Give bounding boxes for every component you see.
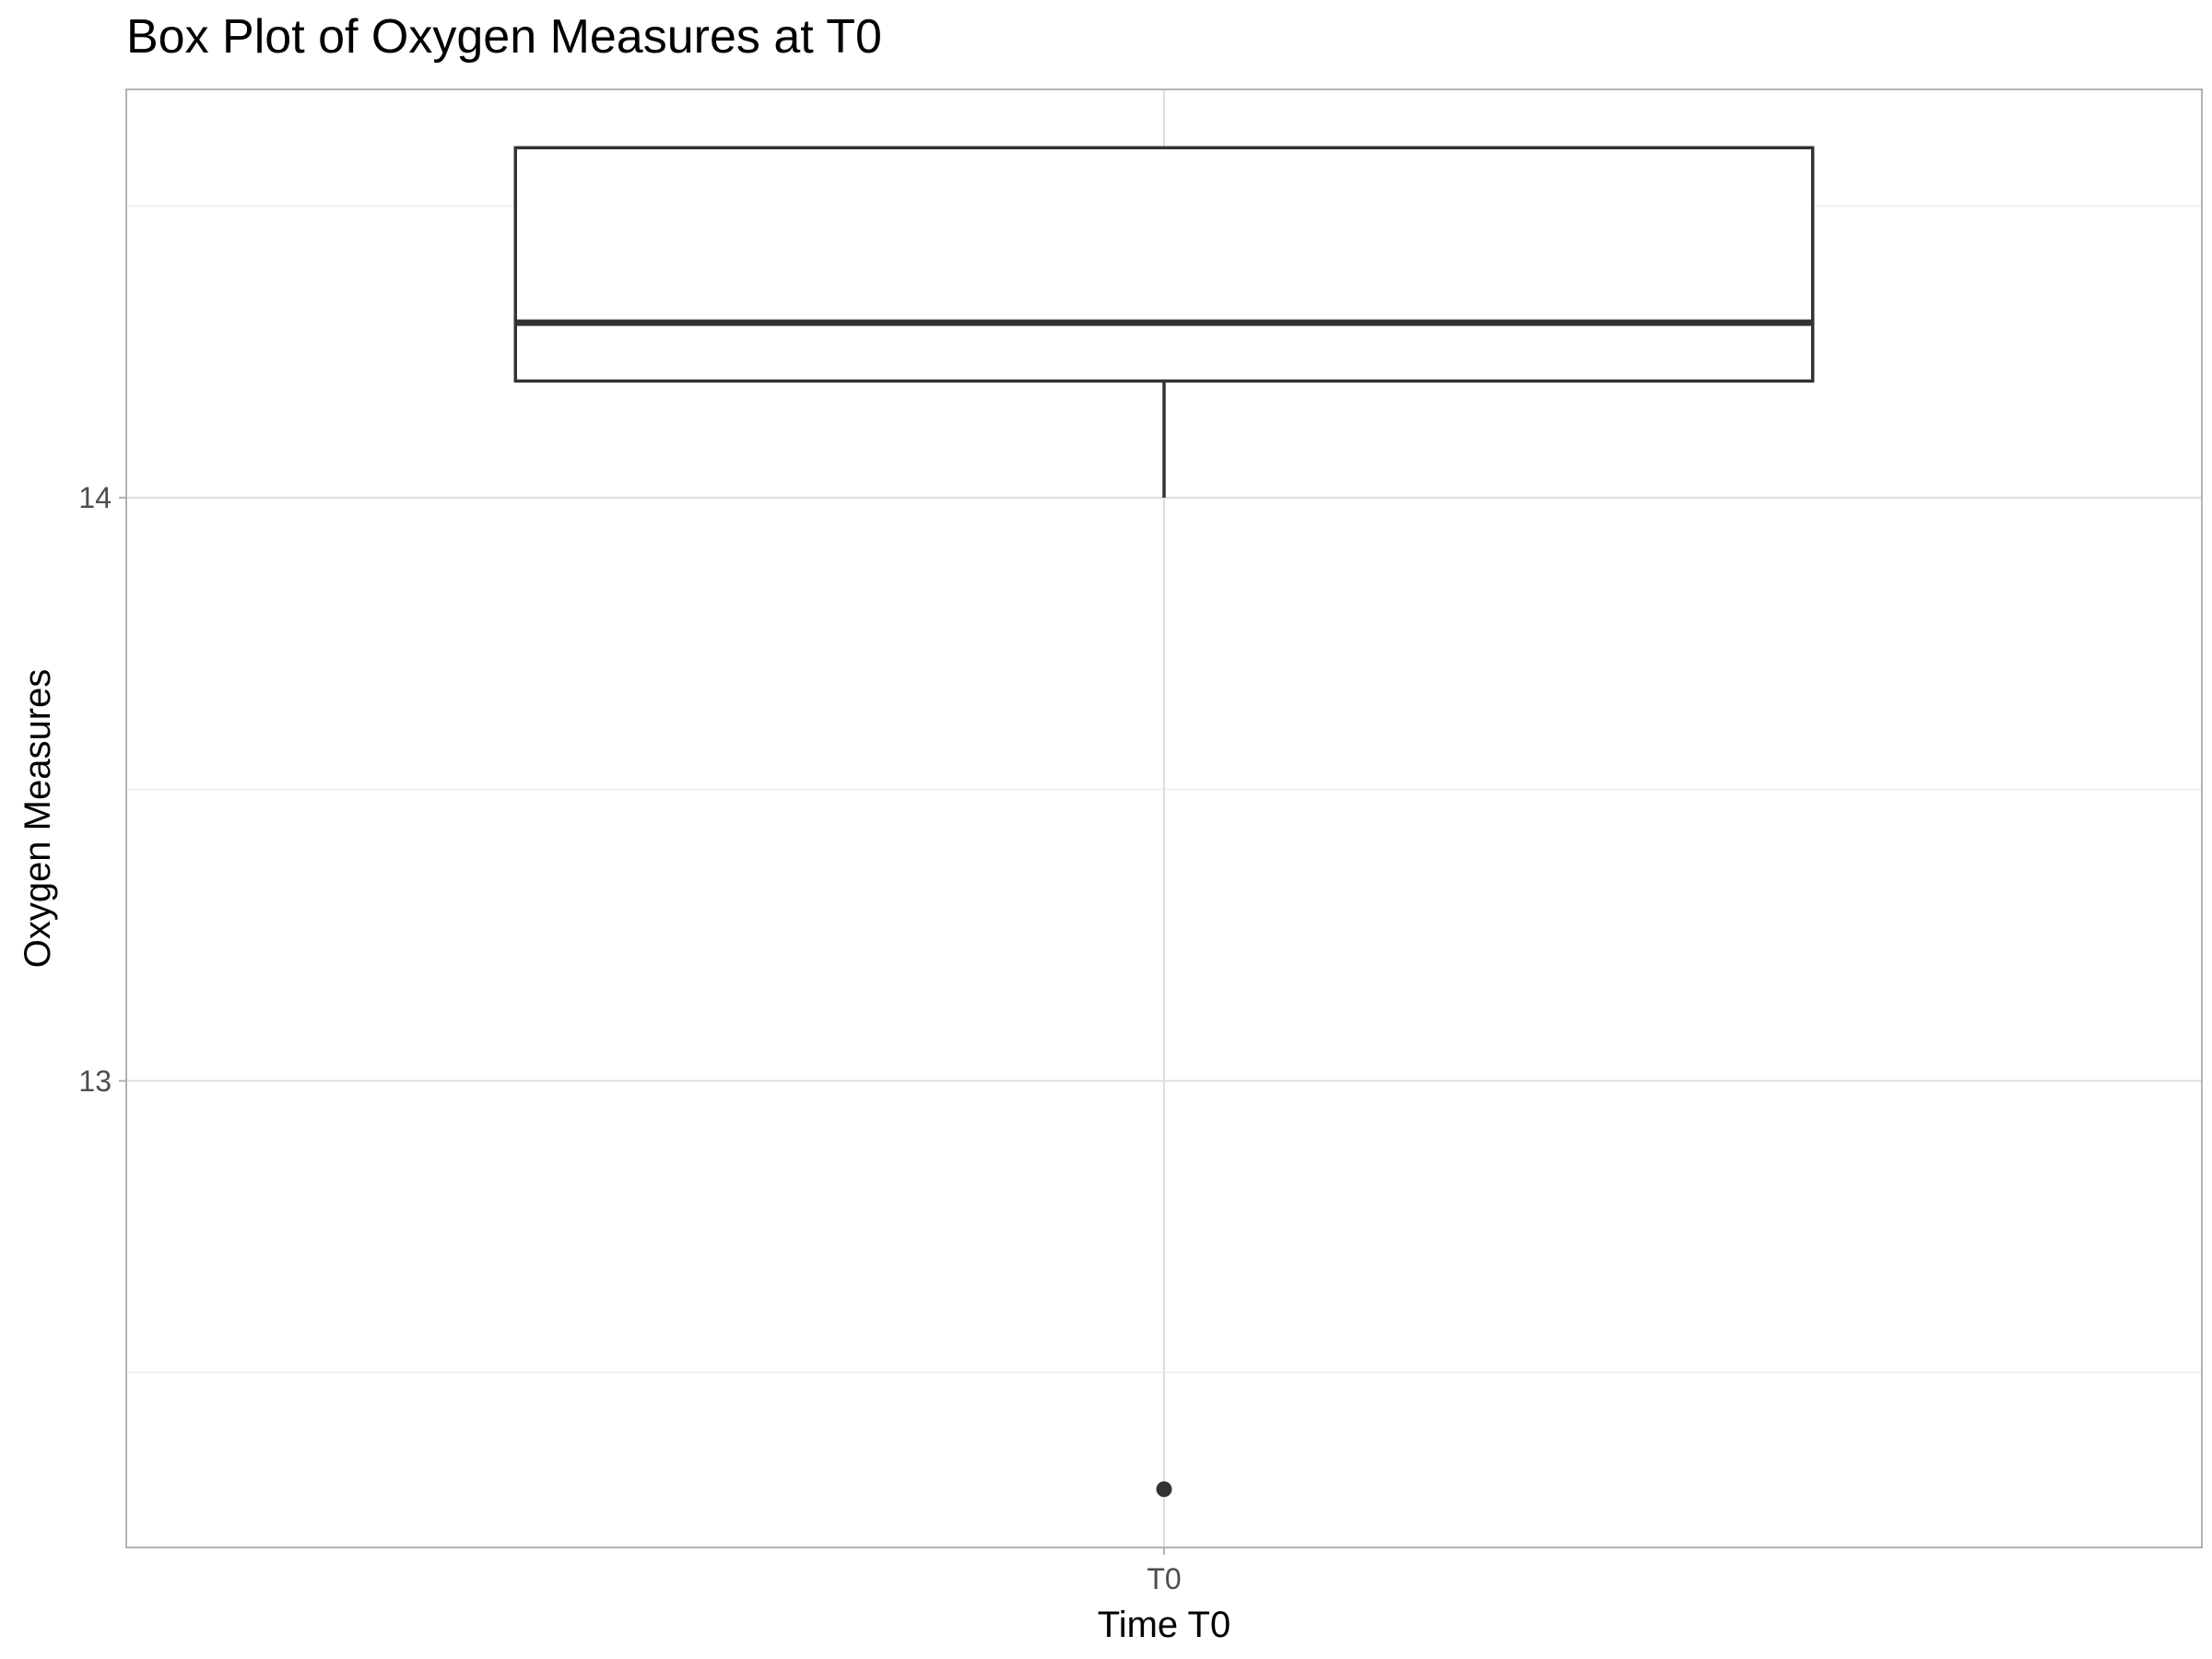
outlier-point — [1156, 1481, 1172, 1498]
x-axis-title: Time T0 — [1098, 1605, 1230, 1645]
y-tick-label: 13 — [78, 1065, 112, 1098]
chart-title: Box Plot of Oxygen Measures at T0 — [126, 10, 882, 64]
box-series — [513, 146, 1815, 1498]
y-tick-label: 14 — [78, 481, 112, 514]
x-axis-ticks: T0 — [1147, 1547, 1182, 1595]
y-axis-title: Oxygen Measures — [18, 669, 58, 969]
box-iqr — [513, 146, 1815, 383]
x-tick-label: T0 — [1147, 1562, 1181, 1595]
y-axis-ticks: 13 14 — [78, 481, 126, 1098]
